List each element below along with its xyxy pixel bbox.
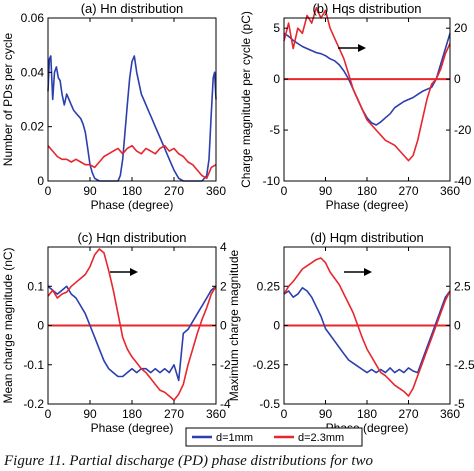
panel-4-y-tick-label: 0.25 bbox=[257, 279, 281, 293]
panel-1-x-tick-label: 180 bbox=[122, 184, 142, 198]
panel-4-series-d23mm-line bbox=[283, 257, 451, 397]
panel-2-x-axis-label: Phase (degree) bbox=[326, 198, 409, 212]
panel-2-y2-tick-label: 0 bbox=[454, 72, 461, 86]
panel-3-y-axis-label: Mean charge magnitude (nC) bbox=[1, 247, 15, 403]
figure-caption: Figure 11. Partial discharge (PD) phase … bbox=[4, 453, 374, 469]
panel-2-title: (b) Hqs distribution bbox=[312, 1, 421, 16]
panel-3-y-tick-label: -0.2 bbox=[23, 397, 44, 411]
panel-4-y-tick-label: 0 bbox=[273, 319, 280, 333]
panel-2-x-tick-label: 270 bbox=[398, 184, 418, 198]
panel-4-series-d1mm-line bbox=[283, 286, 451, 374]
panel-3-x-axis-label: Phase (degree) bbox=[91, 421, 174, 435]
panel-2-y2-tick-label: -40 bbox=[454, 174, 472, 188]
panel-3-y2-axis-label: Maximum charge magnitude bbox=[227, 249, 241, 401]
panel-3-y2-tick-label: -2 bbox=[220, 358, 231, 372]
panel-1-title: (a) Hn distribution bbox=[81, 1, 184, 16]
panel-3-title: (c) Hqn distribution bbox=[77, 230, 186, 245]
panel-4-y2-tick-label: -2.5 bbox=[454, 358, 474, 372]
panel-1-x-tick-label: 270 bbox=[164, 184, 184, 198]
panel-1-y-tick-label: 0.02 bbox=[21, 120, 45, 134]
panel-1-y-tick-label: 0 bbox=[37, 174, 44, 188]
panel-4-x-tick-label: 0 bbox=[281, 407, 288, 421]
panel-2-x-tick-label: 0 bbox=[281, 184, 288, 198]
panel-4-title: (d) Hqm distribution bbox=[310, 230, 423, 245]
panel-2-y-tick-label: -10 bbox=[263, 174, 281, 188]
panel-1-x-tick-label: 90 bbox=[83, 184, 97, 198]
panel-1-x-tick-label: 360 bbox=[206, 184, 226, 198]
panel-1-y-tick-label: 0.04 bbox=[21, 65, 45, 79]
panel-4-y2-tick-label: 2.5 bbox=[454, 279, 471, 293]
panel-2-y2-tick-label: 20 bbox=[454, 21, 468, 35]
panel-3-x-tick-label: 360 bbox=[206, 407, 226, 421]
panel-1-y-tick-label: 0.06 bbox=[21, 11, 45, 25]
panel-2-y-axis-label: Charge magnitude per cycle (pC) bbox=[239, 11, 253, 188]
panel-2-y2-tick-label: -20 bbox=[454, 123, 472, 137]
panel-1-x-tick-label: 0 bbox=[45, 184, 52, 198]
panel-3-y2-tick-label: 4 bbox=[220, 240, 227, 254]
panel-4-x-tick-label: 180 bbox=[357, 407, 377, 421]
panel-3-y2-tick-label: 2 bbox=[220, 279, 227, 293]
panel-1-y-axis-label: Number of PDs per cycle bbox=[1, 32, 15, 166]
legend-label-0: d=1mm bbox=[216, 432, 253, 444]
panel-2-series-d23mm-line bbox=[283, 7, 451, 162]
legend-label-1: d=2.3mm bbox=[298, 432, 344, 444]
panel-4-axis-arrow-head bbox=[364, 268, 372, 276]
panel-2-x-tick-label: 180 bbox=[357, 184, 377, 198]
panel-3-x-tick-label: 0 bbox=[45, 407, 52, 421]
panel-3-series-d1mm-line bbox=[47, 285, 217, 382]
panel-3-x-tick-label: 270 bbox=[164, 407, 184, 421]
panel-3-axis-arrow-head bbox=[130, 268, 138, 276]
panel-3-y2-tick-label: -4 bbox=[220, 397, 231, 411]
panel-2-y-tick-label: 5 bbox=[273, 21, 280, 35]
panel-3-series-d23mm-line bbox=[47, 248, 217, 401]
panel-3-x-tick-label: 180 bbox=[122, 407, 142, 421]
panel-4-x-tick-label: 90 bbox=[319, 407, 333, 421]
panel-4-x-tick-label: 360 bbox=[440, 407, 460, 421]
panel-4-y2-tick-label: 0 bbox=[454, 319, 461, 333]
panel-2-y-tick-label: 0 bbox=[273, 72, 280, 86]
panel-4-x-tick-label: 270 bbox=[398, 407, 418, 421]
panel-2-y-tick-label: -5 bbox=[269, 123, 280, 137]
panel-1-series-d23mm-line bbox=[47, 144, 217, 180]
panel-2-x-tick-label: 90 bbox=[319, 184, 333, 198]
panel-3-x-tick-label: 90 bbox=[83, 407, 97, 421]
panel-2-x-tick-label: 360 bbox=[440, 184, 460, 198]
panel-4-y-tick-label: -0.5 bbox=[259, 397, 280, 411]
panel-4-y2-tick-label: -5 bbox=[454, 397, 465, 411]
panel-2-axis-arrow-head bbox=[358, 44, 366, 52]
panel-1-x-axis-label: Phase (degree) bbox=[91, 198, 174, 212]
panel-3-y-tick-label: 0 bbox=[37, 319, 44, 333]
panel-3-y-tick-label: -0.1 bbox=[23, 358, 44, 372]
panel-4-y-tick-label: -0.25 bbox=[253, 358, 281, 372]
panel-2-series-d1mm-line bbox=[283, 32, 451, 126]
panel-3-y2-tick-label: 0 bbox=[220, 319, 227, 333]
panel-3-y-tick-label: 0.1 bbox=[27, 279, 44, 293]
